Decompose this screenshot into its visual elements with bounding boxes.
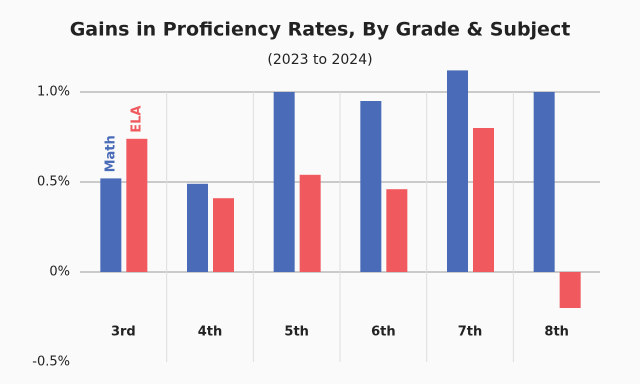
bar: [559, 272, 581, 308]
legend-label: ELA: [129, 106, 144, 133]
y-tick-label: 0%: [49, 265, 70, 280]
x-tick-label: 5th: [284, 325, 309, 340]
x-tick-label: 6th: [371, 325, 396, 340]
bar: [447, 70, 468, 273]
bar: [533, 92, 555, 272]
chart-subtitle: (2023 to 2024): [267, 52, 372, 68]
bar: [299, 174, 321, 272]
bar: [473, 128, 494, 272]
x-tick-label: 7th: [458, 325, 483, 340]
bar: [273, 92, 295, 272]
y-tick-label: 0.5%: [37, 175, 70, 190]
bar: [126, 138, 148, 272]
y-tick-label: -0.5%: [32, 355, 70, 370]
bar: [100, 178, 122, 272]
x-tick-label: 3rd: [111, 325, 136, 340]
bar: [386, 189, 408, 272]
bar: [213, 198, 234, 272]
legend-label: Math: [103, 135, 118, 172]
y-tick-label: 1.0%: [37, 85, 70, 100]
x-tick-label: 8th: [544, 325, 569, 340]
x-tick-label: 4th: [198, 325, 223, 340]
chart-title: Gains in Proficiency Rates, By Grade & S…: [70, 19, 571, 41]
bar: [187, 183, 208, 272]
bar: [360, 101, 382, 272]
